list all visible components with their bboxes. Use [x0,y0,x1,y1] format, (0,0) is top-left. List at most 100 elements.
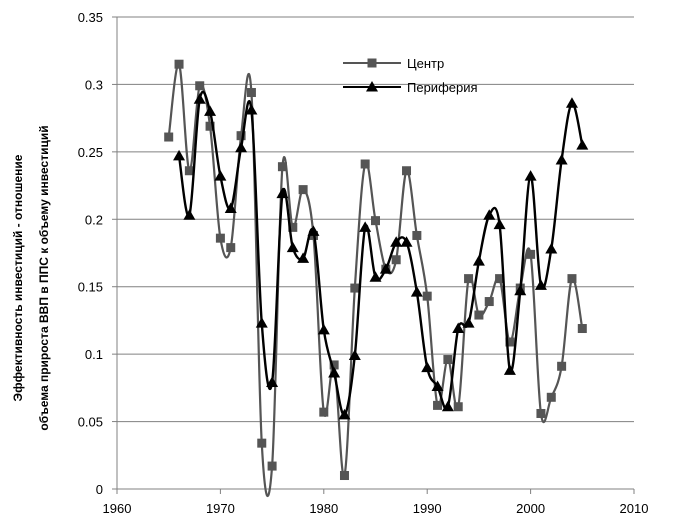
series-1-point [195,81,205,91]
series-2-point [328,367,341,378]
x-tick-label: 2000 [516,501,545,516]
series-1-point [453,402,463,412]
y-tick-label: 0.25 [78,145,103,160]
series-2-point [276,187,289,199]
series-2-point [297,252,310,263]
series-1-point [184,166,194,176]
series-1-point [277,162,287,172]
y-tick-label: 0.15 [78,280,103,295]
series-1-point [495,274,505,284]
series-1-point [577,324,587,334]
series-2-point [555,153,568,165]
series-2-point [400,236,413,247]
series-2-point [173,149,186,161]
series-2-point [534,279,547,290]
series-2-point [224,202,237,213]
series-2-point [483,209,496,220]
series-1-point [391,255,401,265]
series-1-point [205,121,215,131]
series-1-point [443,355,453,365]
series-1-point [226,243,236,253]
series-1-point [329,360,339,370]
axes [112,16,635,494]
series-2-point [421,361,434,373]
series-2-point [493,218,506,230]
x-tick-label: 1990 [413,501,442,516]
series-1-point [371,216,380,226]
series-2-point [524,170,537,181]
series-2-point [286,241,299,253]
series-2-point [472,255,485,266]
series-1-point [319,407,329,417]
series-1-point [339,471,349,481]
series-1-point [298,185,308,195]
legend: Центр Периферия [343,56,478,95]
series-2-point [338,408,351,420]
legend-entry-1: Центр [343,56,444,71]
series-1-point [526,249,536,259]
x-tick-label: 2010 [620,501,649,516]
series-2-point [317,323,330,335]
series-2-point [545,242,558,254]
legend-swatch-marker [366,81,378,92]
series-2-point [193,93,206,104]
legend-swatch-marker [367,58,377,68]
legend-label: Центр [407,56,444,71]
series-2-point [503,364,516,375]
series-1-point [505,337,515,347]
series-2-point [565,97,578,108]
series-1-point [402,166,412,176]
series-1-point [536,408,546,418]
series-1-point [164,132,174,142]
series-1-point [464,274,474,284]
series-2-point [369,271,382,282]
series-2-point [462,317,475,328]
y-tick-labels: 0 0.05 0.1 0.15 0.2 0.25 0.3 0.35 [78,10,103,497]
series-1-point [174,59,184,69]
x-tick-label: 1960 [103,501,132,516]
series-1-point [360,159,370,169]
x-tick-labels: 1960 1970 1980 1990 2000 2010 [103,501,649,516]
series-1-point [236,131,246,141]
series-1-point [288,222,298,232]
legend-entry-2: Периферия [343,80,478,95]
y-axis-label-line-2: объема прироста ВВП в ППС к объему инвес… [37,125,51,430]
series-2-point [235,141,248,153]
series-1-point [567,274,577,284]
y-tick-label: 0.05 [78,415,103,430]
series-2-point [452,322,465,334]
series-2 [173,90,589,420]
series-1-point [433,400,443,410]
series-2-point [204,105,217,116]
series-1-point [422,291,432,301]
series-2-point [441,400,454,412]
series-2-point [245,104,258,115]
series-2-point [359,221,372,232]
y-tick-label: 0.35 [78,10,103,25]
series-1-point [474,310,484,320]
series-1-point [557,361,567,371]
series-2-point [214,170,227,181]
y-tick-label: 0 [96,482,103,497]
series-1-point [267,461,277,471]
series-1-point [257,438,267,448]
series-2-point [431,380,444,392]
x-tick-label: 1970 [206,501,235,516]
series-2-point [307,225,320,236]
series-1-point [215,233,225,243]
series-2-point [183,209,196,220]
series-2-point [514,284,527,296]
series-2-point [266,376,279,387]
series-2-point [255,317,268,328]
series-layer [164,59,589,498]
y-axis-label-line-1: Эффективность инвестиций - отношение [11,154,25,401]
series-1-point [350,283,360,293]
series-1-point [246,88,256,98]
series-1-point [484,297,494,307]
series-2-point [410,286,423,297]
series-2-point [348,349,361,360]
series-2-point [390,236,403,247]
x-tick-label: 1980 [309,501,338,516]
y-axis-label: Эффективность инвестиций - отношение объ… [11,125,51,430]
